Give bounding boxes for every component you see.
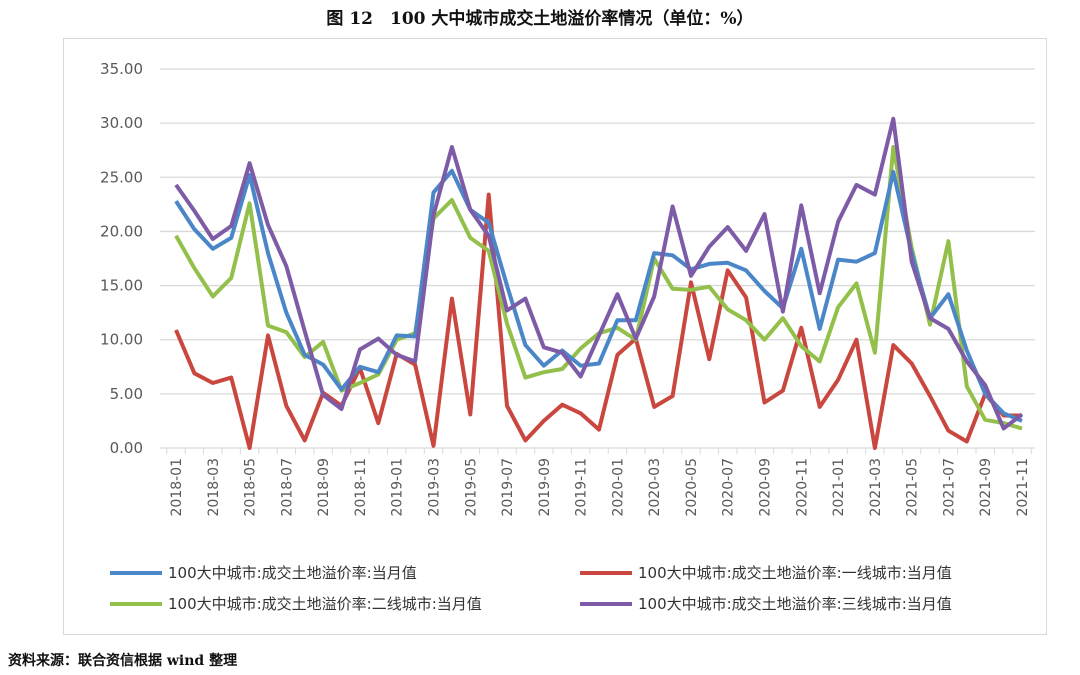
y-tick-label: 25.00: [100, 168, 143, 186]
legend-label: 100大中城市:成交土地溢价率:三线城市:当月值: [638, 595, 952, 613]
x-tick-label: 2019-09: [537, 458, 553, 517]
x-tick-label: 2020-01: [610, 458, 626, 517]
x-tick-label: 2020-03: [647, 458, 663, 517]
x-tick-label: 2018-11: [353, 458, 369, 517]
chart-frame: [63, 38, 1047, 635]
x-tick-label: 2021-05: [905, 458, 921, 517]
x-tick-label: 2019-01: [390, 458, 406, 517]
legend-label: 100大中城市:成交土地溢价率:一线城市:当月值: [638, 564, 952, 582]
y-tick-label: 5.00: [110, 385, 143, 403]
series-line-2: [174, 145, 1023, 431]
x-tick-label: 2020-11: [794, 458, 810, 517]
x-tick-label: 2019-03: [426, 458, 442, 517]
y-tick-label: 15.00: [100, 277, 143, 295]
legend-swatch: [110, 601, 162, 606]
x-tick-label: 2020-05: [684, 458, 700, 517]
x-tick-label: 2018-01: [169, 458, 185, 517]
series-line-3: [174, 116, 1024, 431]
x-tick-label: 2021-11: [1015, 458, 1031, 517]
y-tick-label: 30.00: [100, 114, 143, 132]
y-tick-label: 0.00: [110, 439, 143, 457]
chart-title: 图 12 100 大中城市成交土地溢价率情况（单位：%）: [326, 9, 754, 29]
legend-label: 100大中城市:成交土地溢价率:二线城市:当月值: [168, 595, 482, 613]
y-tick-label: 10.00: [100, 331, 143, 349]
x-tick-label: 2018-09: [316, 458, 332, 517]
x-tick-label: 2021-09: [978, 458, 994, 517]
legend-item-total: 100大中城市:成交土地溢价率:当月值: [110, 562, 417, 583]
x-tick-label: 2021-07: [941, 458, 957, 517]
legend-item-tier3: 100大中城市:成交土地溢价率:三线城市:当月值: [580, 593, 952, 614]
x-tick-label: 2018-07: [279, 458, 295, 517]
x-tick-label: 2019-11: [574, 458, 590, 517]
x-tick-label: 2019-05: [463, 458, 479, 517]
series-line-0: [174, 168, 1023, 423]
x-tick-label: 2021-03: [868, 458, 884, 517]
x-tick-label: 2020-09: [758, 458, 774, 517]
legend-swatch: [580, 601, 632, 606]
x-tick-label: 2020-07: [721, 458, 737, 517]
x-tick-label: 2018-05: [243, 458, 259, 517]
legend-item-tier2: 100大中城市:成交土地溢价率:二线城市:当月值: [110, 593, 482, 614]
x-tick-label: 2018-03: [206, 458, 222, 517]
y-tick-label: 20.00: [100, 222, 143, 240]
series-line-1: [174, 192, 1022, 450]
x-tick-label: 2021-01: [831, 458, 847, 517]
legend-item-tier1: 100大中城市:成交土地溢价率:一线城市:当月值: [580, 562, 952, 583]
legend-swatch: [110, 570, 162, 575]
x-tick-label: 2019-07: [500, 458, 516, 517]
y-tick-label: 35.00: [100, 60, 143, 78]
legend-label: 100大中城市:成交土地溢价率:当月值: [168, 564, 417, 582]
legend-swatch: [580, 570, 632, 575]
source-note: 资料来源：联合资信根据 wind 整理: [8, 653, 238, 669]
